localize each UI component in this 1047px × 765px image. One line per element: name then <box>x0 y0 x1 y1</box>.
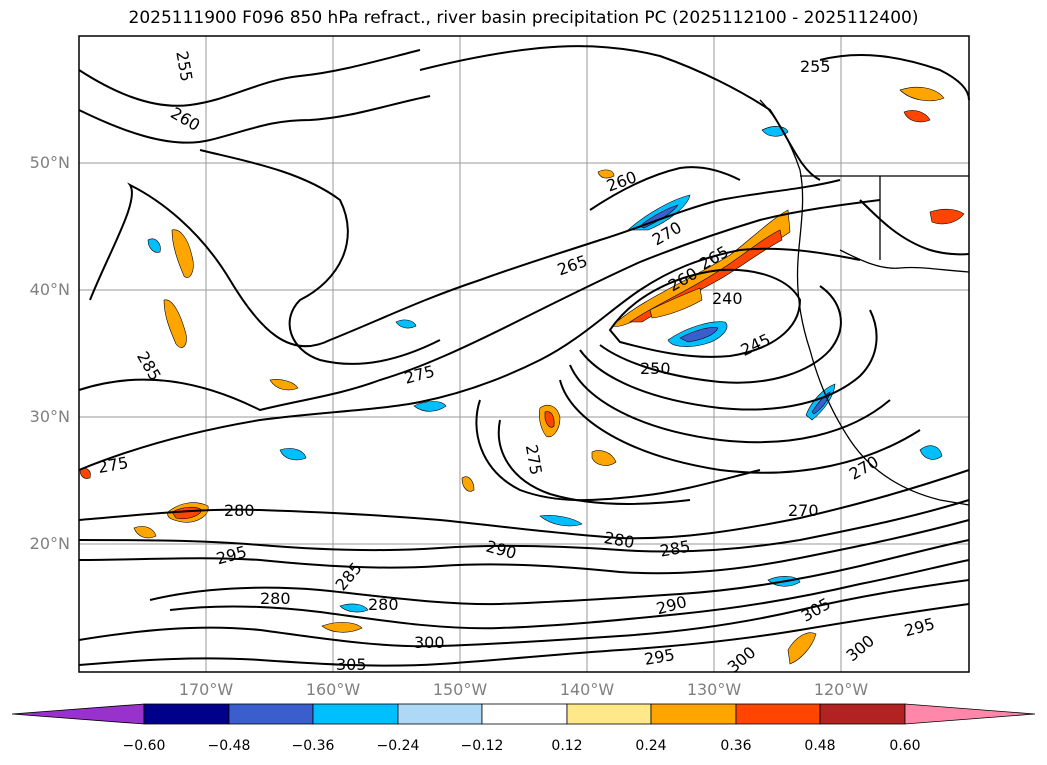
lon-label: 150°W <box>432 680 488 699</box>
colorbar-tick-label: 0.60 <box>889 738 921 754</box>
colorbar <box>11 703 1036 725</box>
colorbar-segment <box>397 703 483 725</box>
colorbar-segment <box>566 703 652 725</box>
lon-label: 170°W <box>178 680 234 699</box>
colorbar-tick-label: −0.24 <box>376 738 420 754</box>
contour-label: 280 <box>260 589 291 608</box>
contour-label: 240 <box>712 289 743 308</box>
contour-label: 280 <box>224 501 255 520</box>
map-plot-area <box>79 36 969 672</box>
colorbar-tick-label: 0.12 <box>551 738 583 754</box>
colorbar-segment <box>481 703 568 725</box>
lat-label: 20°N <box>29 534 70 553</box>
colorbar-tick-label: 0.36 <box>720 738 752 754</box>
colorbar-segment <box>735 703 821 725</box>
colorbar-tick-label: 0.48 <box>804 738 836 754</box>
precipitation-anomaly-fills <box>79 86 965 665</box>
colorbar-segment <box>228 703 314 725</box>
colorbar-extend-low <box>11 703 145 725</box>
colorbar-tick-label: −0.60 <box>122 738 166 754</box>
colorbar-segment <box>312 703 399 725</box>
graticule <box>79 36 969 672</box>
contour-label: 280 <box>368 595 399 614</box>
lon-label: 160°W <box>305 680 361 699</box>
lon-label: 130°W <box>686 680 742 699</box>
coastline <box>759 99 970 506</box>
contour-label: 255 <box>800 57 831 76</box>
colorbar-tick-label: −0.48 <box>207 738 251 754</box>
lat-label: 40°N <box>29 280 70 299</box>
colorbar-segment <box>650 703 737 725</box>
colorbar-extend-high <box>904 703 1036 725</box>
contour-label: 250 <box>640 359 671 378</box>
lat-label: 50°N <box>29 153 70 172</box>
colorbar-segment <box>143 703 230 725</box>
map-title: 2025111900 F096 850 hPa refract., river … <box>128 8 919 28</box>
colorbar-tick-label: −0.12 <box>460 738 504 754</box>
lon-label: 140°W <box>559 680 615 699</box>
refractivity-contours <box>78 45 970 667</box>
lon-label: 120°W <box>813 680 869 699</box>
lat-label: 30°N <box>29 407 70 426</box>
contour-label: 305 <box>336 655 367 674</box>
colorbar-tick-label: −0.36 <box>291 738 335 754</box>
map-frame <box>78 35 970 673</box>
contour-label: 300 <box>414 633 445 652</box>
colorbar-tick-label: 0.24 <box>635 738 667 754</box>
contour-label: 270 <box>788 501 819 520</box>
colorbar-segment <box>819 703 906 725</box>
